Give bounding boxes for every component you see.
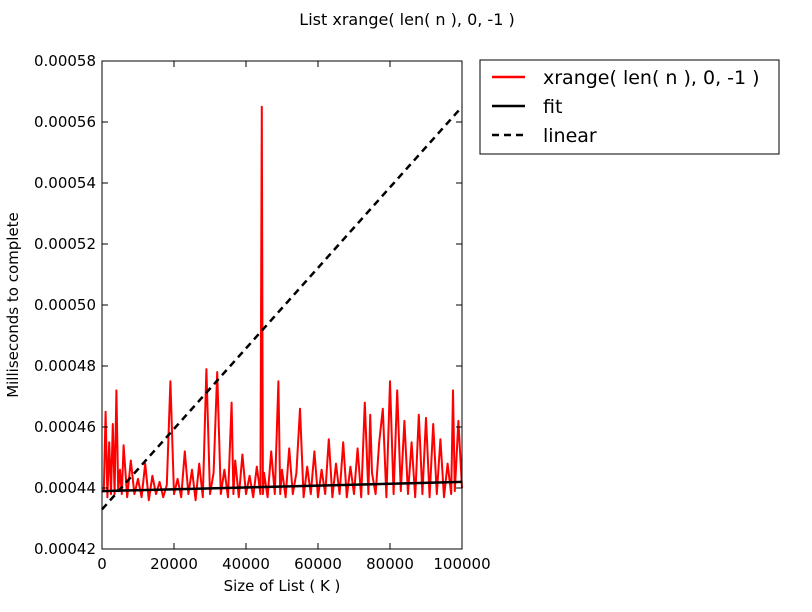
series-line-fit (101, 480, 463, 493)
y-tick-label: 0.00044 (34, 479, 96, 497)
y-axis-label: Milliseconds to complete (4, 212, 22, 398)
y-tick-label: 0.00042 (34, 540, 96, 558)
y-tick-label: 0.00046 (34, 418, 96, 436)
legend: xrange( len( n ), 0, -1 ) fit linear (479, 59, 780, 155)
x-axis-label: Size of List ( K ) (224, 577, 341, 595)
y-tick-label: 0.00056 (34, 113, 96, 131)
chart-title: List xrange( len( n ), 0, -1 ) (299, 10, 514, 29)
y-tick-label: 0.00058 (34, 52, 96, 70)
y-tick-label: 0.00050 (34, 296, 96, 314)
y-tick-label: 0.00054 (34, 174, 96, 192)
x-axis-ticks: 0 20000 40000 60000 80000 100000 (97, 61, 491, 573)
y-tick-label: 0.00048 (34, 357, 96, 375)
x-tick-label: 40000 (222, 555, 270, 573)
x-tick-label: 100000 (433, 555, 490, 573)
x-tick-label: 60000 (294, 555, 342, 573)
series-line-linear (101, 105, 463, 511)
x-tick-label: 20000 (150, 555, 198, 573)
y-tick-label: 0.00052 (34, 235, 96, 253)
legend-label-fit: fit (543, 96, 562, 118)
y-axis-ticks: 0.00042 0.00044 0.00046 0.00048 0.00050 0.000… (34, 52, 462, 558)
series-line-timing (102, 105, 463, 502)
legend-label-series: xrange( len( n ), 0, -1 ) (543, 67, 760, 89)
x-tick-label: 0 (97, 555, 107, 573)
plot-series (101, 105, 463, 511)
legend-frame (479, 59, 780, 155)
x-tick-label: 80000 (366, 555, 414, 573)
legend-label-linear: linear (543, 125, 597, 147)
